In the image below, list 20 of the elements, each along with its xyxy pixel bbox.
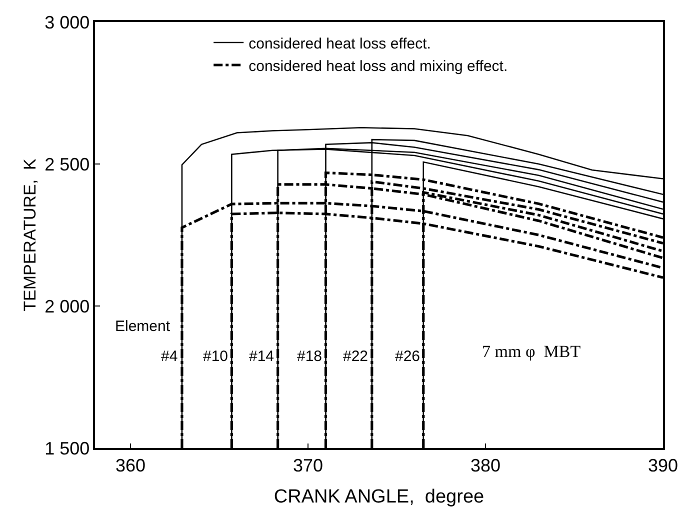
annotation: #26	[395, 348, 420, 365]
legend-label: considered heat loss effect.	[248, 35, 431, 52]
x-axis-title: CRANK ANGLE, degree	[274, 486, 484, 508]
x-tick-label: 370	[292, 455, 324, 476]
y-tick-label: 2 000	[44, 296, 90, 316]
annotation: #22	[343, 348, 368, 365]
y-tick-label: 3 000	[44, 12, 90, 32]
annotation: #14	[249, 348, 274, 365]
annotation: #18	[297, 348, 322, 365]
annotation: 7 mm φ MBT	[482, 342, 582, 361]
legend-label: considered heat loss and mixing effect.	[248, 58, 508, 75]
x-tick-label: 390	[648, 455, 678, 476]
annotation: Element	[115, 318, 171, 335]
y-tick-label: 1 500	[44, 438, 90, 458]
y-axis-title: TEMPERATURE, K	[20, 158, 40, 312]
annotation: #10	[203, 348, 228, 365]
y-tick-label: 2 500	[44, 154, 90, 174]
x-tick-label: 380	[470, 455, 501, 476]
annotation: #4	[161, 348, 178, 365]
x-tick-label: 360	[115, 455, 146, 476]
